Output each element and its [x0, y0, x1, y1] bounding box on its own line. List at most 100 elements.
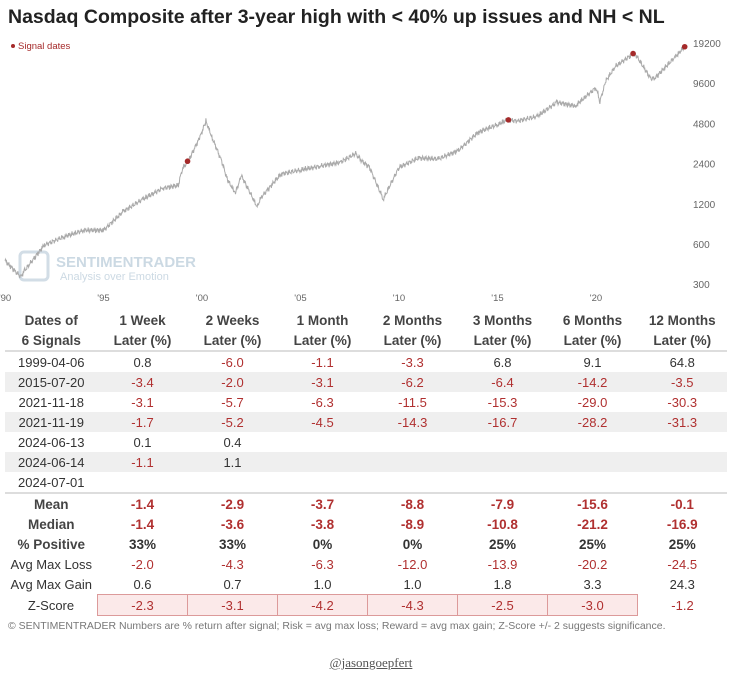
cell-value: -3.7 — [277, 492, 368, 514]
row-label: % Positive — [17, 536, 86, 552]
cell-value: 0.8 — [133, 354, 152, 370]
table-row: 1999-04-06 0.8 -6.0 -1.1 -3.3 6.8 9.1 64.8 — [5, 351, 727, 372]
cell-value: -5.2 — [187, 412, 278, 432]
header-row: 6 Signals Later (%) Later (%) Later (%) Late… — [5, 330, 727, 352]
row-label: 2021-11-18 — [18, 394, 85, 410]
cell-value — [278, 472, 368, 493]
signal-point — [505, 117, 512, 123]
cell-value: -3.1 — [131, 394, 154, 410]
cell-value: Later (%) — [97, 330, 188, 352]
stats-row-median: Median -1.4 -3.6 -3.8 -8.9 -10.8 -21.2 -16.9 — [5, 514, 727, 534]
cell-value: -2.0 — [131, 556, 154, 572]
cell-value: -29.0 — [577, 394, 608, 410]
cell-value: 3 Months — [472, 312, 533, 328]
watermark-tagline: Analysis over Emotion — [60, 271, 169, 283]
cell-value — [457, 452, 548, 472]
cell-value: -2.5 — [457, 594, 548, 616]
cell-value: Later (%) — [457, 330, 548, 352]
row-label: Dates of — [24, 312, 78, 328]
cell-value: -15.3 — [487, 394, 518, 410]
cell-value — [458, 472, 548, 493]
row-label: Avg Max Loss — [10, 556, 92, 572]
cell-value: -16.7 — [457, 412, 548, 432]
y-tick-label: 4800 — [693, 119, 716, 130]
cell-value — [188, 472, 278, 493]
cell-value: 2 Weeks — [205, 312, 260, 328]
cell-value: 9.1 — [583, 354, 602, 370]
cell-value: 25% — [668, 536, 696, 552]
x-tick-label: '00 — [196, 293, 208, 302]
cell-value: -4.3 — [367, 594, 458, 616]
x-tick-label: '95 — [97, 293, 109, 302]
cell-value: -4.2 — [277, 594, 368, 616]
cell-value: -3.8 — [310, 516, 335, 532]
signal-returns-table: Dates of 1 Week 2 Weeks 1 Month 2 Months 3 Mo… — [5, 310, 727, 616]
cell-value: 1.0 — [403, 576, 422, 592]
cell-value: -31.3 — [637, 412, 727, 432]
cell-value: 0% — [312, 536, 333, 552]
cell-value: 33% — [218, 536, 247, 552]
cell-value: -2.0 — [187, 372, 278, 392]
cell-value: -15.6 — [547, 492, 638, 514]
row-label: 2021-11-19 — [5, 412, 98, 432]
x-tick-label: '90 — [0, 293, 11, 302]
cell-value: 2 Months — [382, 312, 443, 328]
row-label: Avg Max Gain — [10, 576, 92, 592]
cell-value: -14.2 — [547, 372, 638, 392]
cell-value: 3.3 — [583, 576, 602, 592]
table-row: 2021-11-19 -1.7 -5.2 -4.5 -14.3 -16.7 -28.2 -31… — [5, 412, 727, 432]
cell-value: -3.6 — [220, 516, 245, 532]
cell-value: 1.0 — [313, 576, 332, 592]
x-tick-label: '05 — [294, 293, 306, 302]
cell-value: -1.4 — [97, 492, 188, 514]
cell-value: 1 Month — [296, 312, 349, 328]
header-row: Dates of 1 Week 2 Weeks 1 Month 2 Months 3 Mo… — [5, 310, 727, 330]
stats-row--positive: % Positive 33% 33% 0% 0% 25% 25% 25% — [5, 534, 727, 554]
table-row: 2024-07-01 — [5, 472, 727, 493]
cell-value — [278, 432, 368, 452]
cell-value: 6 Months — [562, 312, 623, 328]
cell-value: -3.1 — [187, 594, 278, 616]
y-tick-label: 1200 — [693, 200, 716, 211]
cell-value — [637, 452, 727, 472]
cell-value: -8.8 — [367, 492, 458, 514]
footer-note: © SENTIMENTRADER Numbers are % return af… — [8, 620, 666, 632]
cell-value — [367, 452, 458, 472]
y-tick-label: 2400 — [693, 160, 716, 171]
cell-value: 33% — [128, 536, 157, 552]
cell-value: -20.2 — [577, 556, 608, 572]
stats-row-mean: Mean -1.4 -2.9 -3.7 -8.8 -7.9 -15.6 -0.1 — [5, 492, 727, 514]
row-label: 2024-07-01 — [18, 474, 85, 490]
y-tick-label: 300 — [693, 280, 710, 291]
cell-value: 6.8 — [493, 354, 512, 370]
cell-value: -6.3 — [311, 394, 334, 410]
table-row: 2024-06-13 0.1 0.4 — [5, 432, 727, 452]
cell-value: -13.9 — [487, 556, 518, 572]
cell-value: 1.1 — [187, 452, 278, 472]
row-label: Median — [27, 516, 75, 532]
cell-value — [638, 432, 728, 452]
legend-label: Signal dates — [18, 41, 71, 52]
cell-value: -1.1 — [97, 452, 188, 472]
chart-title: Nasdaq Composite after 3-year high with … — [8, 6, 665, 28]
author-handle[interactable]: @jasongoepfert — [329, 655, 413, 670]
cell-value: Later (%) — [547, 330, 638, 352]
row-label: 2024-06-14 — [5, 452, 98, 472]
legend-marker — [11, 44, 15, 48]
row-label: Z-Score — [27, 597, 75, 613]
cell-value — [548, 432, 638, 452]
y-tick-label: 600 — [693, 240, 710, 251]
cell-value: -30.3 — [667, 394, 698, 410]
cell-value: -6.0 — [221, 354, 244, 370]
stats-row-z-score: Z-Score -2.3 -3.1 -4.2 -4.3 -2.5 -3.0 -1.2 — [5, 594, 727, 616]
row-label: Mean — [5, 492, 98, 514]
cell-value — [368, 472, 458, 493]
cell-value: -7.9 — [457, 492, 548, 514]
nasdaq-line — [4, 45, 686, 279]
cell-value: Later (%) — [367, 330, 458, 352]
y-tick-label: 19200 — [693, 39, 721, 50]
cell-value: -3.4 — [97, 372, 188, 392]
